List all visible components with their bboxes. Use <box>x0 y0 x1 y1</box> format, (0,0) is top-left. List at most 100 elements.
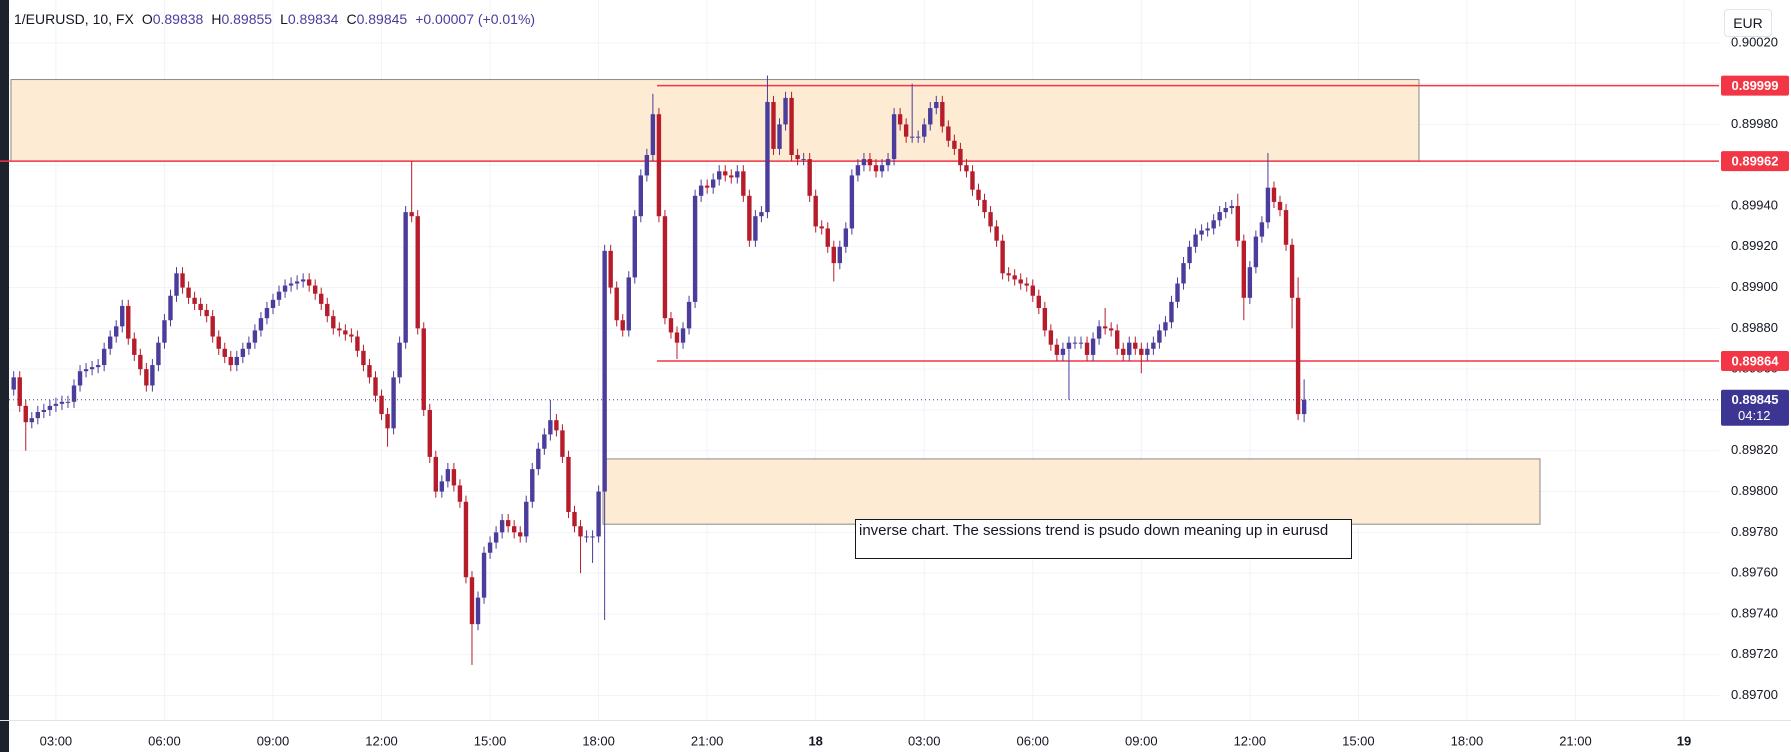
candle-body <box>282 285 288 292</box>
candle-body <box>530 469 535 502</box>
candle-body <box>783 97 788 125</box>
candle-body <box>885 159 891 166</box>
candle-body <box>1199 230 1204 235</box>
candle-body <box>747 195 752 241</box>
ohlc-label: C <box>346 11 357 27</box>
candle-body <box>511 526 517 533</box>
candle-body <box>970 171 975 190</box>
ohlc-value: 0.89834 <box>287 11 339 27</box>
candle-body <box>650 114 656 156</box>
candle-body <box>759 212 764 217</box>
candle-body <box>1283 210 1289 245</box>
x-tick-label: 03:00 <box>908 733 941 748</box>
candle-body <box>704 185 710 188</box>
candle-body <box>23 405 28 423</box>
candle-body <box>126 305 131 339</box>
candle-body <box>897 114 903 125</box>
current-price-bg <box>1721 389 1789 426</box>
candle-body <box>849 175 855 229</box>
ohlc-label: L <box>280 11 288 27</box>
candle-body <box>132 338 137 355</box>
candle-body <box>710 179 716 188</box>
candle-body <box>1018 279 1023 284</box>
candle-body <box>548 420 553 435</box>
candle-body <box>83 369 89 372</box>
candle-body <box>946 126 951 141</box>
y-tick-label: 0.89880 <box>1731 320 1778 335</box>
candle-body <box>156 342 161 366</box>
candle-body <box>729 175 734 178</box>
candle-body <box>994 226 999 241</box>
candle-body <box>1277 201 1283 211</box>
candle-body <box>47 405 53 410</box>
candle-body <box>367 365 372 378</box>
candle-body <box>1139 348 1144 355</box>
candle-body <box>909 136 915 138</box>
zone <box>602 458 1541 525</box>
x-tick-label: 12:00 <box>365 733 398 748</box>
candle-body <box>252 330 258 343</box>
candle-body <box>1253 236 1259 268</box>
candle-body <box>463 501 469 578</box>
candle-body <box>337 328 342 331</box>
candle-body <box>373 377 378 396</box>
candle-body <box>861 159 867 166</box>
candle-body <box>1175 283 1180 302</box>
candle-body <box>837 246 843 264</box>
candle-body <box>481 552 487 598</box>
x-tick-label: 03:00 <box>40 733 73 748</box>
price-label: 0.89864 <box>1732 353 1780 368</box>
candle-body <box>723 171 728 176</box>
candle-body <box>626 277 631 331</box>
candle-body <box>361 350 366 366</box>
candle-body <box>439 481 445 492</box>
y-tick-label: 0.89720 <box>1731 646 1778 661</box>
currency-button[interactable]: EUR <box>1724 9 1772 37</box>
candle-body <box>988 212 993 227</box>
candle-body <box>692 195 698 302</box>
candle-body <box>1121 348 1126 355</box>
candle-body <box>144 369 149 386</box>
candle-body <box>114 326 119 337</box>
candle-body <box>952 140 957 149</box>
candle-body <box>855 165 861 176</box>
candle-body <box>765 101 770 213</box>
y-tick-label: 0.89800 <box>1731 483 1778 498</box>
candle-body <box>319 293 324 304</box>
candle-body <box>928 108 933 125</box>
candle-body <box>620 320 625 331</box>
candle-body <box>1235 206 1240 241</box>
candle-body <box>107 336 113 349</box>
candle-body <box>668 318 674 333</box>
candle-body <box>741 171 746 196</box>
candle-body <box>801 159 806 161</box>
candle-body <box>186 287 191 298</box>
candle-body <box>843 228 849 247</box>
candle-body <box>753 216 758 241</box>
candle-body <box>813 195 818 227</box>
x-tick-label: 21:00 <box>1559 733 1592 748</box>
y-tick-label: 0.90020 <box>1731 34 1778 49</box>
candle-body <box>355 336 360 351</box>
candle-body <box>403 212 408 343</box>
candle-body <box>1187 246 1192 264</box>
candle-body <box>698 185 704 196</box>
candle-body <box>59 401 65 404</box>
candle-body <box>451 469 457 486</box>
candle-body <box>680 328 686 343</box>
candle-body <box>1048 330 1054 345</box>
candle-body <box>1036 295 1041 308</box>
candle-body <box>1090 338 1096 355</box>
candle-body <box>240 348 246 357</box>
candle-body <box>29 418 34 423</box>
candle-body <box>518 532 523 537</box>
candle-body <box>1042 307 1048 331</box>
candle-body <box>469 577 475 625</box>
candle-body <box>1205 228 1210 231</box>
candle-body <box>505 520 511 527</box>
candle-body <box>487 542 493 553</box>
y-tick-label: 0.89980 <box>1731 116 1778 131</box>
candle-body <box>964 165 969 172</box>
